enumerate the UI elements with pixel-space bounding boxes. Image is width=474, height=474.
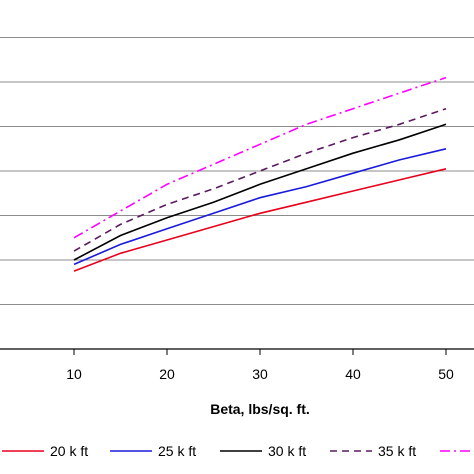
series-line-4	[73, 107, 447, 252]
x-axis-ticks: 10 20 30 40 50	[66, 349, 454, 382]
series-lines	[73, 76, 447, 272]
gridlines	[0, 37, 474, 305]
legend-label: 25 k ft	[158, 443, 196, 459]
x-tick-label: 50	[438, 366, 454, 382]
series-line-2	[73, 148, 447, 266]
legend: 20 k ft 25 k ft 30 k ft 35 k ft	[2, 443, 474, 459]
series-line-1	[73, 168, 447, 272]
series-line-3	[73, 123, 447, 261]
legend-label: 35 k ft	[378, 443, 416, 459]
x-tick-label: 30	[252, 366, 268, 382]
legend-label: 20 k ft	[50, 443, 88, 459]
series-line-5	[73, 76, 447, 239]
x-tick-label: 10	[66, 366, 82, 382]
x-tick-label: 40	[345, 366, 361, 382]
legend-label: 30 k ft	[268, 443, 306, 459]
x-tick-label: 20	[159, 366, 175, 382]
x-axis-title: Beta, lbs/sq. ft.	[210, 401, 310, 417]
